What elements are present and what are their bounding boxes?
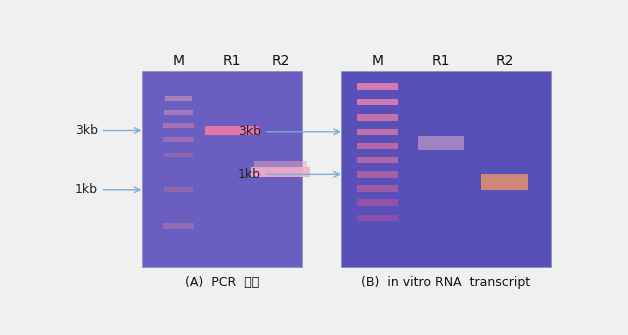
- Bar: [254, 161, 307, 166]
- Bar: [163, 223, 194, 229]
- Text: R2: R2: [495, 54, 514, 68]
- Bar: [163, 137, 194, 142]
- Bar: [357, 99, 398, 105]
- Bar: [357, 83, 398, 90]
- Bar: [418, 136, 465, 150]
- Text: R1: R1: [432, 54, 450, 68]
- Bar: [251, 166, 310, 177]
- Text: (B)  in vitro RNA  transcript: (B) in vitro RNA transcript: [361, 276, 531, 289]
- Bar: [357, 215, 398, 221]
- Text: R2: R2: [271, 54, 290, 68]
- Bar: [357, 199, 398, 206]
- Bar: [357, 129, 398, 135]
- Bar: [164, 110, 193, 115]
- Bar: [357, 157, 398, 163]
- Bar: [164, 188, 193, 192]
- Bar: [205, 126, 259, 135]
- Text: M: M: [372, 54, 384, 68]
- Text: R1: R1: [222, 54, 241, 68]
- Bar: [164, 153, 193, 157]
- Bar: [342, 71, 551, 267]
- Bar: [142, 71, 303, 267]
- Bar: [357, 114, 398, 121]
- Bar: [165, 96, 192, 100]
- Text: M: M: [172, 54, 184, 68]
- Bar: [481, 174, 528, 191]
- Bar: [357, 171, 398, 178]
- Bar: [357, 143, 398, 149]
- Text: 3kb: 3kb: [75, 124, 98, 137]
- Bar: [357, 185, 398, 192]
- Bar: [163, 123, 194, 128]
- Text: 1kb: 1kb: [238, 168, 261, 181]
- Text: 3kb: 3kb: [238, 125, 261, 138]
- Text: (A)  PCR  결과: (A) PCR 결과: [185, 276, 259, 289]
- Text: 1kb: 1kb: [75, 183, 98, 196]
